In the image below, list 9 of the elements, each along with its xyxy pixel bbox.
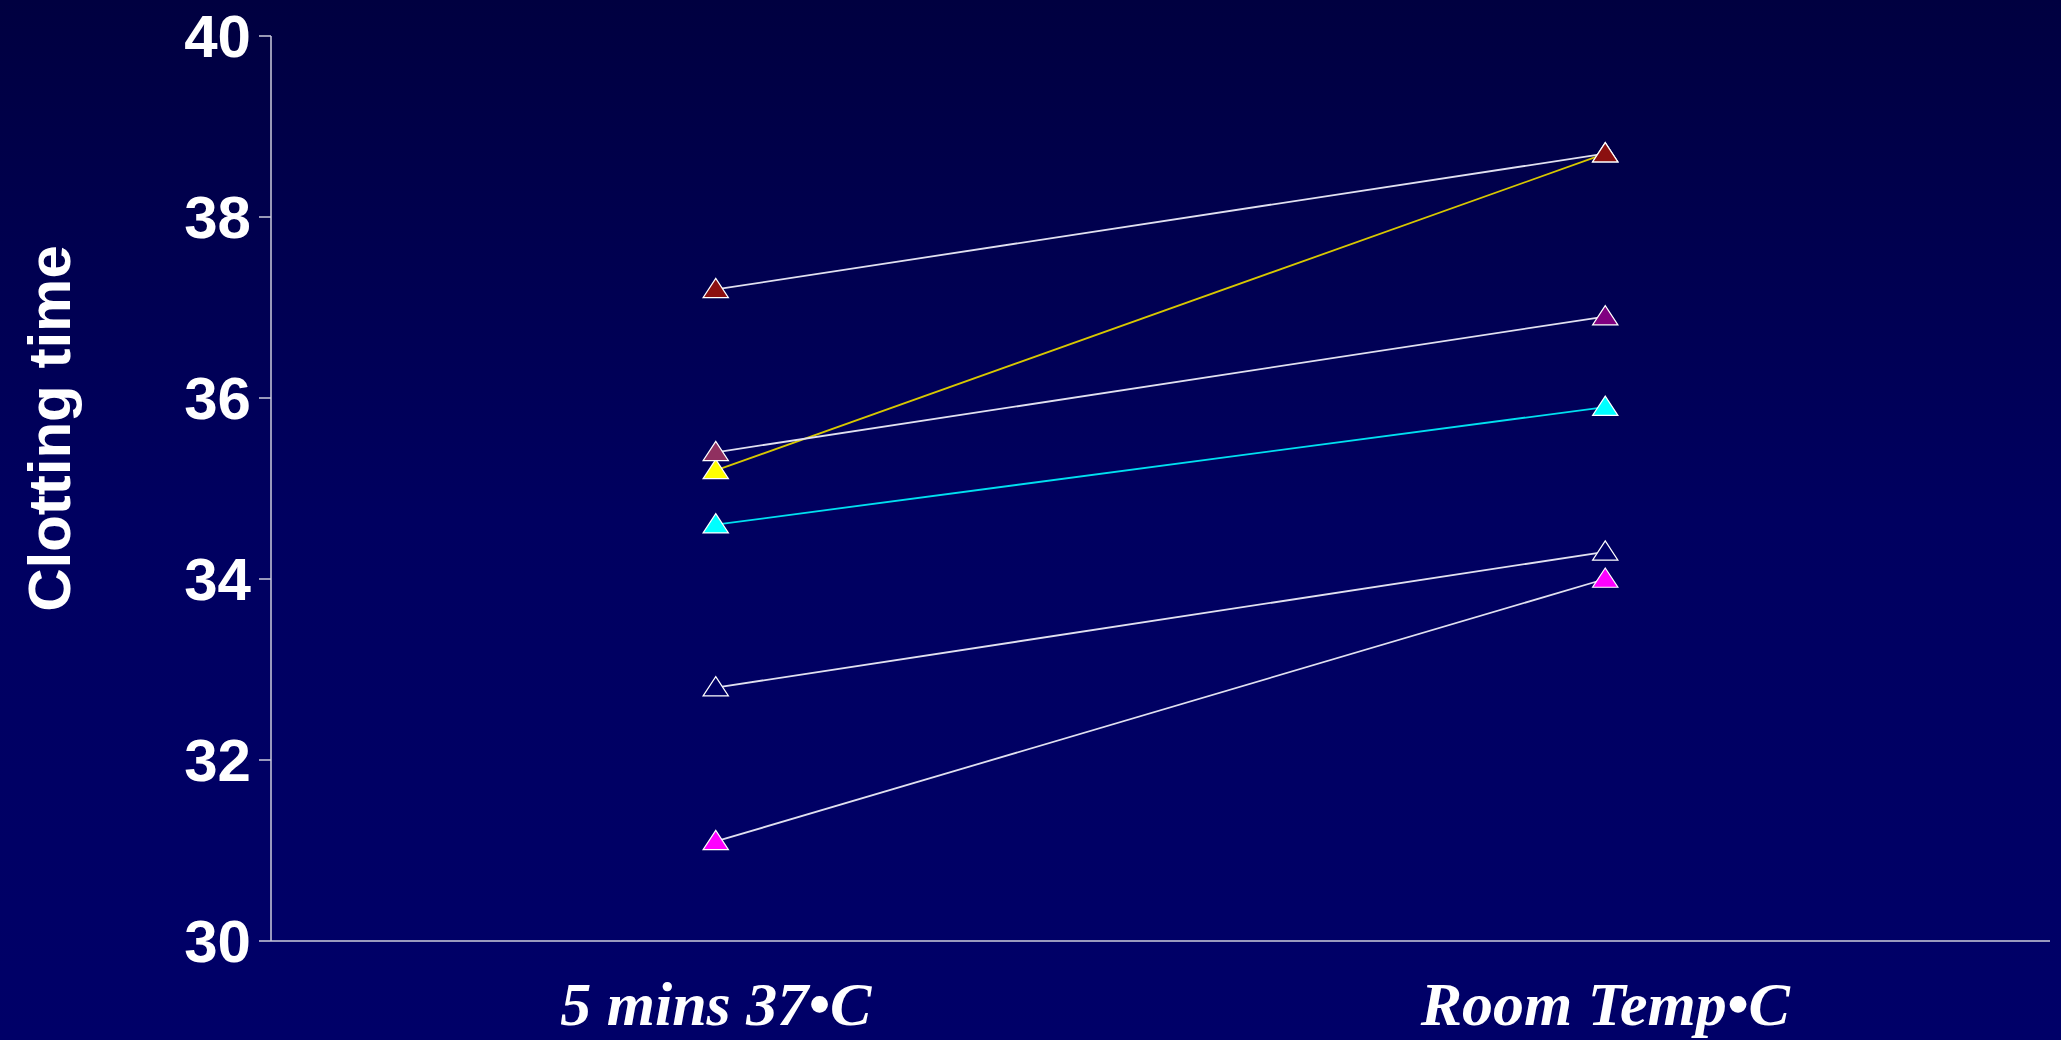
y-tick-label: 30 <box>184 908 251 975</box>
y-tick-label: 38 <box>184 184 251 251</box>
x-tick-label: 5 mins 37•C <box>560 970 872 1038</box>
y-tick-label: 32 <box>184 727 251 794</box>
x-tick-label: Room Temp•C <box>1419 970 1791 1038</box>
y-tick-label: 34 <box>184 546 252 613</box>
y-tick-label: 40 <box>184 3 251 70</box>
y-axis-title: Clotting time <box>16 245 83 612</box>
y-tick-label: 36 <box>184 365 251 432</box>
